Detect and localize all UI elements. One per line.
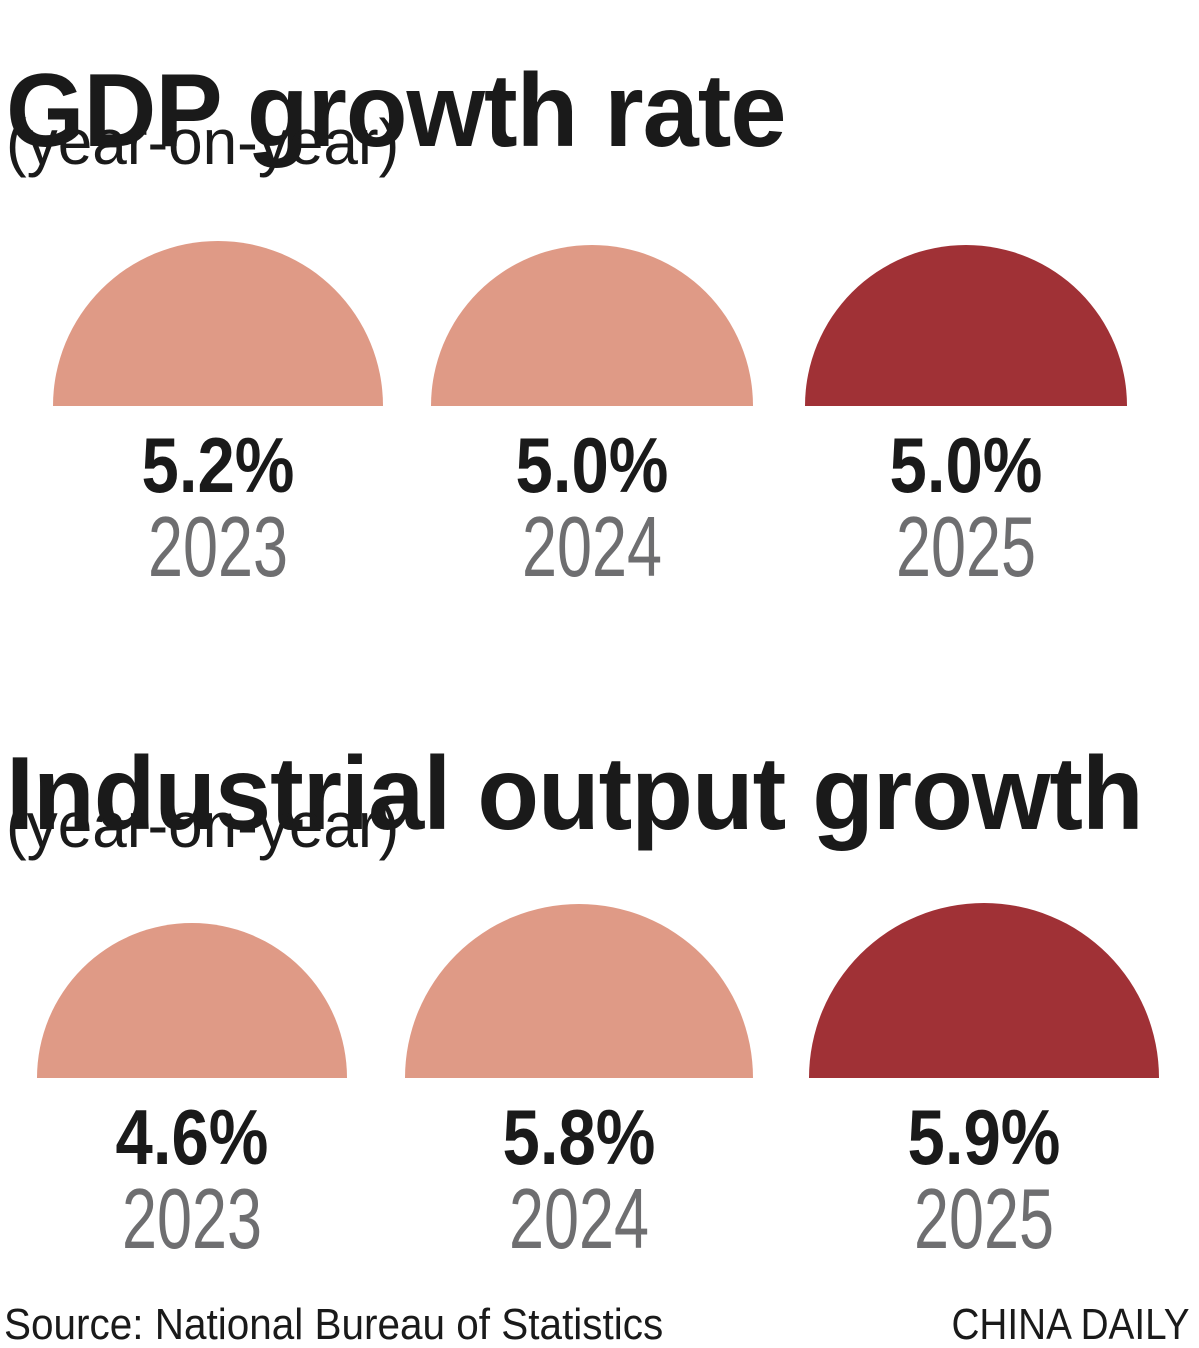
industrial-2023-semicircle — [37, 923, 347, 1078]
gdp-2024-year: 2024 — [522, 500, 662, 595]
publisher-credit: CHINA DAILY — [951, 1300, 1190, 1348]
source-credit: Source: National Bureau of Statistics — [4, 1300, 664, 1348]
industrial-2023-year: 2023 — [122, 1172, 262, 1267]
gdp-2023-semicircle — [53, 241, 383, 406]
gdp-2025-year: 2025 — [896, 500, 1036, 595]
industrial-2025-semicircle — [809, 903, 1159, 1078]
industrial-2025-year: 2025 — [914, 1172, 1054, 1267]
industrial-2024-semicircle — [405, 904, 753, 1078]
industrial-2024-year: 2024 — [509, 1172, 649, 1267]
gdp-2025-value: 5.0% — [889, 421, 1043, 509]
gdp-chart-title: GDP growth rate — [6, 52, 787, 169]
gdp-2024-semicircle — [431, 245, 753, 406]
gdp-2025-semicircle — [805, 245, 1127, 406]
gdp-chart-subtitle: (year-on-year) — [6, 106, 400, 178]
industrial-2025-value: 5.9% — [907, 1093, 1061, 1181]
gdp-2023-year: 2023 — [148, 500, 288, 595]
industrial-chart-title: Industrial output growth — [6, 735, 1144, 852]
gdp-2024-value: 5.0% — [515, 421, 669, 509]
gdp-2023-value: 5.2% — [141, 421, 295, 509]
industrial-2023-value: 4.6% — [115, 1093, 269, 1181]
industrial-2024-value: 5.8% — [502, 1093, 656, 1181]
industrial-chart-subtitle: (year-on-year) — [6, 789, 400, 861]
